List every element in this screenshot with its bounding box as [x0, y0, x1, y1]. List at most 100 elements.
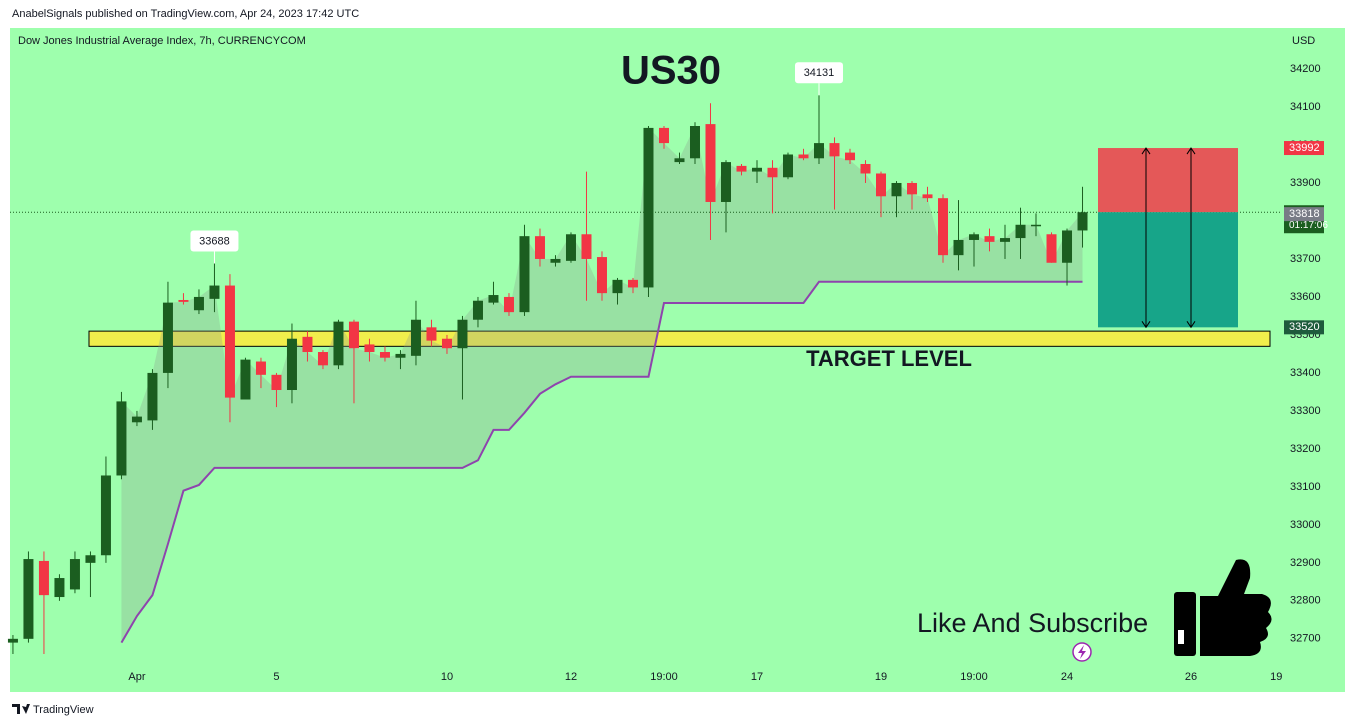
- candle-body: [333, 321, 344, 366]
- candle-body: [550, 258, 561, 263]
- candle-body: [984, 236, 995, 242]
- x-tick-label: 19:00: [960, 671, 988, 683]
- candle-body: [705, 124, 716, 202]
- candle-body: [395, 353, 406, 358]
- candle-body: [240, 359, 251, 400]
- candle-body: [364, 344, 375, 353]
- candle-body: [457, 319, 468, 349]
- candle-body: [7, 638, 18, 643]
- candle-body: [488, 295, 499, 303]
- y-tick-label: 34200: [1290, 63, 1321, 75]
- y-tick-label: 33900: [1290, 177, 1321, 189]
- candle-body: [891, 182, 902, 197]
- publish-info: AnabelSignals published on TradingView.c…: [12, 8, 359, 20]
- x-tick-label: 17: [751, 671, 763, 683]
- candle-body: [767, 167, 778, 178]
- candle-body: [131, 416, 142, 423]
- candle-body: [54, 578, 65, 598]
- candle-body: [23, 559, 34, 639]
- price-label: 33520: [1289, 321, 1320, 333]
- candle-body: [612, 279, 623, 294]
- price-label: 33992: [1289, 142, 1320, 154]
- candle-body: [472, 300, 483, 320]
- candle-body: [1000, 238, 1011, 242]
- target-label: TARGET LEVEL: [806, 346, 972, 371]
- candle-body: [534, 236, 545, 259]
- candle-body: [178, 299, 189, 302]
- trail-line: [120, 280, 1083, 644]
- footer-bar: [0, 692, 1354, 727]
- candle-body: [193, 296, 204, 311]
- x-tick-label: 19: [875, 671, 887, 683]
- arrow-head: [1141, 147, 1151, 329]
- annotation-label: 33688: [199, 235, 230, 247]
- trail-fill: [121, 126, 1083, 643]
- candle-body: [100, 475, 111, 556]
- candle-body: [969, 234, 980, 240]
- y-tick-label: 32900: [1290, 557, 1321, 569]
- candle-body: [1062, 230, 1073, 263]
- candle-body: [1015, 224, 1026, 239]
- candle-body: [1077, 212, 1088, 231]
- candle-body: [782, 154, 793, 178]
- candle-body: [147, 372, 158, 421]
- candle-body: [581, 234, 592, 259]
- candle-body: [829, 143, 840, 157]
- candle-body: [348, 321, 359, 349]
- candle-body: [209, 285, 220, 299]
- alert-icon: [1072, 642, 1092, 662]
- x-tick-label: Apr: [128, 671, 145, 683]
- price-countdown: 01:17:06: [1289, 220, 1328, 231]
- x-tick-label: 5: [273, 671, 279, 683]
- candle-body: [426, 327, 437, 341]
- candle-body: [674, 158, 685, 163]
- x-tick-label: 19: [1270, 671, 1282, 683]
- x-tick-label: 24: [1061, 671, 1073, 683]
- price-label-box: [1284, 141, 1324, 156]
- y-tick-label: 32800: [1290, 595, 1321, 607]
- y-tick-label: 32700: [1290, 633, 1321, 645]
- candle-body: [876, 173, 887, 197]
- thumbs-up-icon: [1174, 559, 1272, 656]
- caption: Like And Subscribe: [917, 608, 1148, 638]
- candle-body: [565, 234, 576, 261]
- y-tick-label: 33200: [1290, 443, 1321, 455]
- candle-body: [860, 163, 871, 174]
- candle-body: [286, 338, 297, 391]
- currency: USD: [1292, 35, 1315, 47]
- price-label-box: [1284, 320, 1324, 335]
- candle-body: [519, 236, 530, 313]
- candle-body: [938, 198, 949, 256]
- candle-body: [658, 127, 669, 144]
- price-label-box: [1284, 207, 1324, 222]
- y-tick-label: 34100: [1290, 101, 1321, 113]
- candle-body: [596, 257, 607, 294]
- price-label: 33818: [1289, 208, 1320, 220]
- candle-body: [736, 165, 747, 172]
- candle-body: [224, 285, 235, 398]
- y-tick-label: 33700: [1290, 253, 1321, 265]
- candle-body: [689, 126, 700, 159]
- candle-body: [255, 361, 266, 375]
- annotation-box: [190, 230, 239, 252]
- tv-logo: [12, 704, 30, 714]
- stop-zone: [1098, 148, 1238, 213]
- candle-body: [643, 127, 654, 288]
- candle-body: [317, 352, 328, 366]
- target-position-zone: [1098, 212, 1238, 328]
- candle-body: [627, 279, 638, 288]
- candle-body: [85, 555, 96, 563]
- candle-body: [162, 302, 173, 373]
- candle-body: [813, 143, 824, 159]
- candle-body: [845, 152, 856, 161]
- candle-body: [798, 154, 809, 159]
- candle-body: [441, 338, 452, 349]
- candle-body: [116, 401, 127, 476]
- x-tick-label: 26: [1185, 671, 1197, 683]
- candle-body: [410, 319, 421, 356]
- y-tick-label: 33400: [1290, 367, 1321, 379]
- candle-body: [720, 162, 731, 202]
- symbol-info: Dow Jones Industrial Average Index, 7h, …: [18, 35, 306, 47]
- candle-body: [1031, 224, 1042, 227]
